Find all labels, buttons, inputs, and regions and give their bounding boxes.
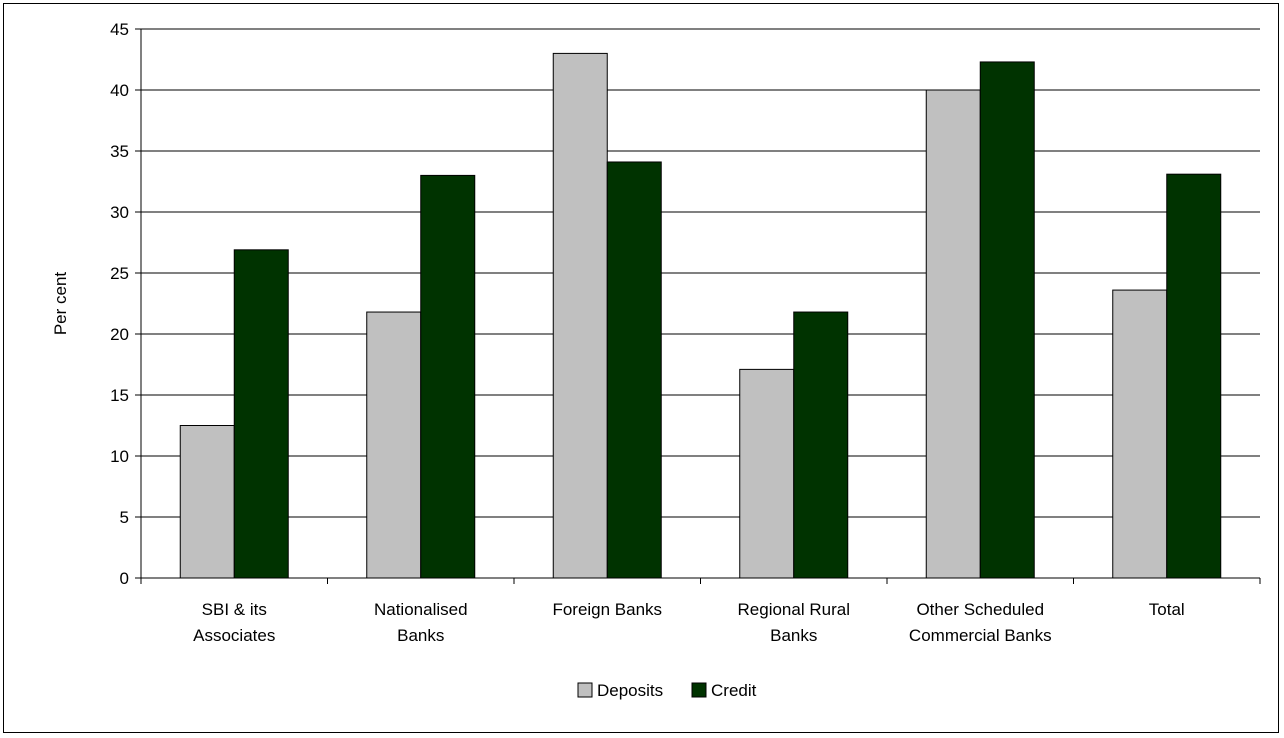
y-tick-label: 25 <box>110 264 129 283</box>
legend-swatch-deposits <box>577 682 593 698</box>
bar-deposits <box>1112 289 1168 579</box>
x-category-label: SBI & its Associates <box>193 600 275 645</box>
x-category-label: Regional Rural Banks <box>738 600 850 645</box>
legend-label-deposits: Deposits <box>597 681 663 700</box>
legend-label-credit: Credit <box>711 681 757 700</box>
x-category-label: Nationalised Banks <box>374 600 468 645</box>
gridlines <box>141 28 1260 518</box>
y-tick-label: 45 <box>110 20 129 39</box>
x-category-label: Total <box>1149 600 1185 619</box>
bar-credit <box>606 161 662 579</box>
bar-deposits <box>739 368 795 579</box>
y-tick-label: 40 <box>110 81 129 100</box>
bar-credit <box>793 311 849 579</box>
bar-deposits <box>179 425 235 579</box>
x-category-label: Foreign Banks <box>552 600 662 619</box>
bar-credit <box>979 61 1035 579</box>
y-tick-label: 10 <box>110 447 129 466</box>
legend: Deposits Credit <box>577 681 757 700</box>
y-tick-label: 35 <box>110 142 129 161</box>
x-category-label: Other Scheduled Commercial Banks <box>909 600 1052 645</box>
bar-credit <box>233 249 289 579</box>
bar-deposits <box>552 52 608 579</box>
bar-credit <box>1166 173 1222 579</box>
bar-deposits <box>925 89 981 579</box>
y-tick-label: 15 <box>110 386 129 405</box>
axes: 0 5 10 15 20 25 30 35 40 45 SBI & its Associates Nat… <box>110 20 1261 645</box>
y-tick-label: 0 <box>120 569 129 588</box>
bar-credit <box>420 174 476 579</box>
y-tick-label: 5 <box>120 508 129 527</box>
y-tick-label: 20 <box>110 325 129 344</box>
bar-deposits <box>366 311 422 579</box>
y-axis-title: Per cent <box>51 272 70 336</box>
legend-swatch-credit <box>691 682 707 698</box>
bars <box>179 52 1222 579</box>
y-tick-label: 30 <box>110 203 129 222</box>
